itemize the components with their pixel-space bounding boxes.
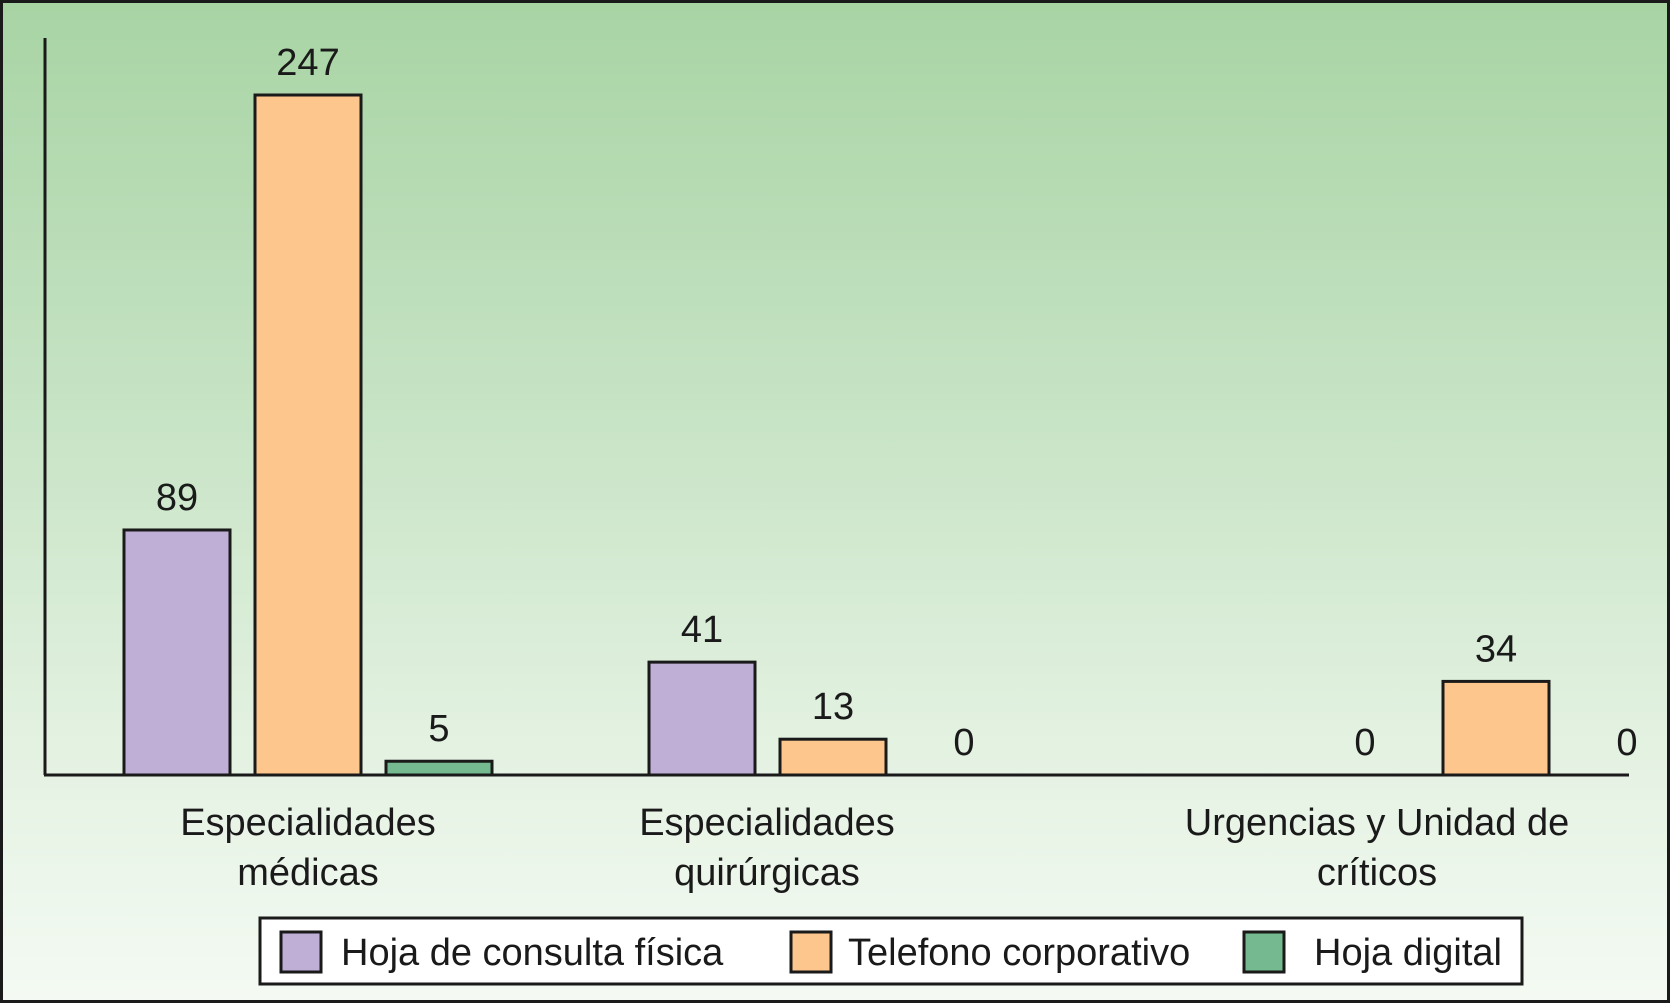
value-label-1-0: 41 — [681, 609, 723, 651]
value-label-1-2: 0 — [953, 722, 974, 764]
bar-0-0 — [122, 528, 232, 777]
value-label-0-0: 89 — [156, 477, 198, 519]
bar-0-1 — [253, 93, 363, 777]
legend-box — [258, 916, 1524, 986]
category-label-0-0: Especialidades — [180, 802, 436, 844]
legend-swatch-0 — [279, 930, 323, 974]
value-label-2-1: 34 — [1475, 628, 1517, 670]
category-label-2-1: críticos — [1317, 852, 1437, 894]
legend-label-1: Telefono corporativo — [848, 932, 1190, 974]
bar-chart: 89 247 5 41 13 0 0 34 0 Especialidades médicas Esp… — [43, 38, 1638, 986]
value-label-0-1: 247 — [276, 42, 339, 84]
bar-1-1 — [778, 737, 888, 777]
value-label-2-2: 0 — [1616, 722, 1637, 764]
legend-label-0: Hoja de consulta física — [341, 932, 724, 974]
category-label-2-0: Urgencias y Unidad de — [1185, 802, 1569, 844]
category-label-0-1: médicas — [237, 852, 379, 894]
bar-0-2 — [384, 759, 494, 777]
category-label-1-1: quirúrgicas — [674, 852, 860, 894]
category-label-1-0: Especialidades — [639, 802, 895, 844]
legend-swatch-2 — [1242, 930, 1286, 974]
bar-1-0 — [647, 660, 757, 777]
legend-label-2: Hoja digital — [1314, 932, 1502, 974]
value-label-0-2: 5 — [428, 708, 449, 750]
legend: Hoja de consulta física Telefono corporat… — [258, 916, 1524, 986]
value-label-1-1: 13 — [812, 686, 854, 728]
value-label-2-0: 0 — [1354, 722, 1375, 764]
bar-2-1 — [1441, 679, 1551, 777]
legend-swatch-1 — [789, 930, 833, 974]
